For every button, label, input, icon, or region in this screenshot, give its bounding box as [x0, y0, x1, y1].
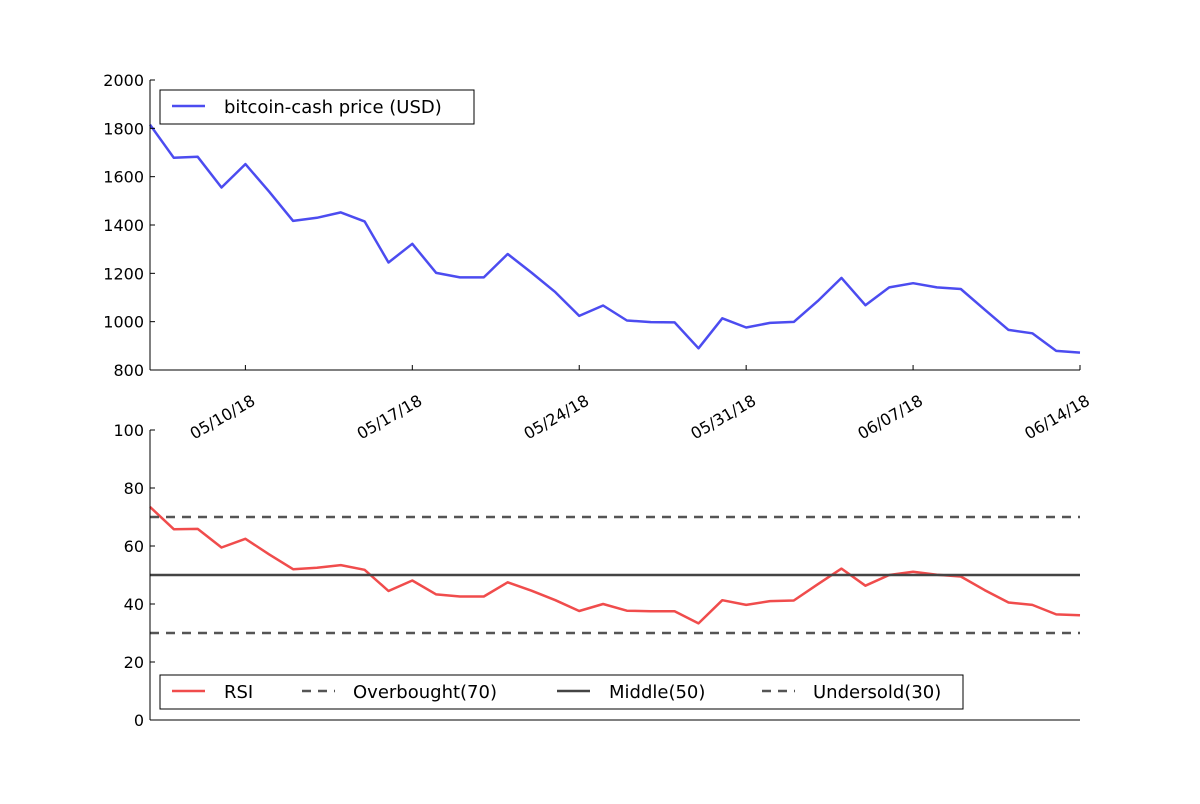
y-tick-label: 0	[134, 711, 144, 730]
y-tick-label: 40	[124, 595, 144, 614]
y-tick-label: 1200	[103, 264, 144, 283]
series-line-rsi	[149, 505, 1081, 625]
x-tick-label: 05/10/18	[187, 391, 259, 443]
y-tick-label: 60	[124, 537, 144, 556]
y-tick-label: 1600	[103, 168, 144, 187]
y-tick-label: 20	[124, 653, 144, 672]
legend-label: Undersold(30)	[813, 682, 941, 703]
y-tick-label: 1800	[103, 119, 144, 138]
y-tick-label: 2000	[103, 71, 144, 90]
series-line-bitcoin-cash-price-usd	[148, 123, 1081, 354]
y-tick-label: 800	[113, 361, 144, 380]
legend-label: bitcoin-cash price (USD)	[224, 97, 442, 118]
x-tick-label: 05/17/18	[354, 391, 426, 443]
x-tick-label: 06/14/18	[1021, 391, 1093, 443]
legend: bitcoin-cash price (USD)	[159, 89, 475, 125]
legend-box	[159, 89, 475, 125]
y-tick-label: 1000	[103, 313, 144, 332]
legend-label: RSI	[224, 682, 253, 703]
legend-label: Middle(50)	[609, 682, 705, 703]
x-tick-label: 05/31/18	[687, 391, 759, 443]
y-tick-label: 1400	[103, 216, 144, 235]
legend-label: Overbought(70)	[353, 682, 497, 703]
rsi-chart: 0 20 40 60 80 100 RSI Overbought(70) Middle(50) U…	[113, 421, 1081, 730]
x-tick-label: 06/07/18	[854, 391, 926, 443]
legend: RSI Overbought(70) Middle(50) Undersold(30)	[159, 674, 964, 710]
price-chart: 800 1000 1200 1400 1600 1800 2000 05/10/18 05/17…	[103, 71, 1093, 443]
y-tick-label: 100	[113, 421, 144, 440]
x-tick-label: 05/24/18	[520, 391, 592, 443]
y-tick-label: 80	[124, 479, 144, 498]
